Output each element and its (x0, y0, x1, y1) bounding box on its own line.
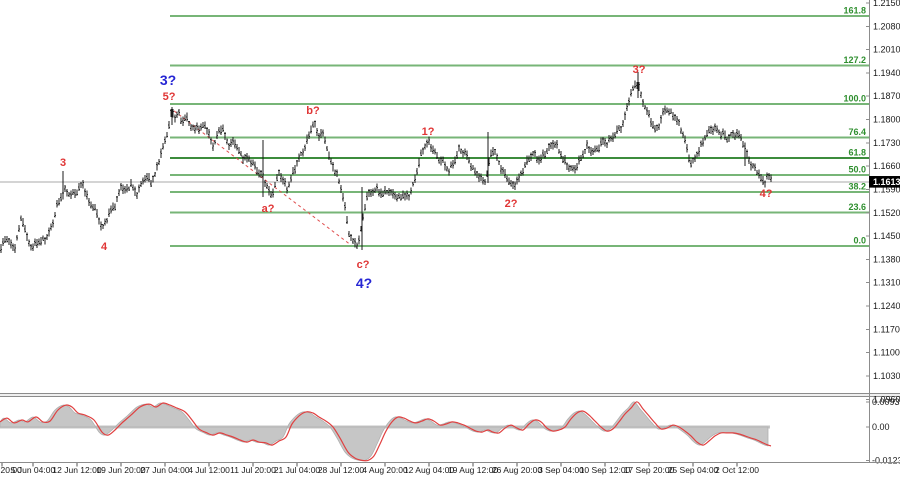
price-axis-label: 1.2010 (873, 45, 900, 55)
fib-level-label: 61.8 (848, 148, 866, 158)
time-axis-label: 5 Jun 04:00 (11, 465, 56, 475)
oscillator-pane (0, 401, 772, 462)
time-axis-label: 21 Jul 04:00 (274, 465, 321, 475)
time-axis-label: 28 Jul 12:00 (318, 465, 365, 475)
fib-level-label: 23.6 (848, 202, 866, 212)
price-axis-label: 1.1030 (873, 371, 900, 381)
fib-level-label: 76.4 (848, 127, 866, 137)
time-axis-label: 4 Jul 12:00 (188, 465, 230, 475)
time-axis-label: 20:00 (1, 465, 23, 475)
price-axis-label: 1.1520 (873, 208, 900, 218)
time-axis-label: 3 Sep 04:00 (538, 465, 584, 475)
wave-label[interactable]: 3 (60, 157, 66, 169)
oscillator-signal-line (0, 401, 772, 462)
price-axis-label: 1.1800 (873, 115, 900, 125)
time-axis-label: 4 Aug 20:00 (362, 465, 408, 475)
price-axis-label: 1.0960 (873, 394, 900, 404)
time-axis-label: 19 Jun 20:00 (96, 465, 145, 475)
current-price-value: 1.1613 (873, 177, 900, 187)
price-axis-label: 1.1310 (873, 278, 900, 288)
time-axis-label: 19 Aug 12:00 (448, 465, 498, 475)
wave-label[interactable]: 4? (760, 188, 773, 200)
trendline[interactable] (173, 110, 352, 246)
price-axis-label: 1.1940 (873, 68, 900, 78)
time-axis-label: 2 Oct 12:00 (715, 465, 759, 475)
wave-label[interactable]: 4? (356, 275, 372, 291)
price-axis-label: 1.1380 (873, 254, 900, 264)
wave-label[interactable]: 1? (422, 126, 435, 138)
wave-labels[interactable]: 3 4 5? a? b? c? 1? 2? 3? 4? 3? 4? (60, 64, 773, 291)
wave-label[interactable]: 5? (163, 91, 176, 103)
indicator-axis-label: 0.00935 (872, 397, 900, 407)
wave-label[interactable]: 3? (160, 72, 176, 88)
time-axis-label: 25 Sep 04:00 (668, 465, 719, 475)
price-bars (0, 71, 772, 253)
current-price-tag: 1.1613 (869, 176, 900, 188)
time-axis-label: 17 Sep 20:00 (624, 465, 675, 475)
wave-label[interactable]: b? (306, 105, 320, 117)
time-axis-label: 12 Aug 04:00 (404, 465, 454, 475)
price-axis-label: 1.1450 (873, 231, 900, 241)
wave-label[interactable]: c? (357, 259, 370, 271)
indicator-axis-label: -0.01236 (872, 455, 900, 465)
price-axis-label: 1.1660 (873, 161, 900, 171)
wave-label[interactable]: 2? (505, 198, 518, 210)
price-axis[interactable]: 1.2150 1.2080 1.2010 1.1940 1.1870 1.1800 1.17… (866, 0, 900, 465)
fib-level-label: 50.0 (848, 164, 866, 174)
indicator-axis-label: 0.00 (872, 422, 890, 432)
price-axis-label: 1.1870 (873, 91, 900, 101)
wave-label[interactable]: 3? (633, 64, 646, 76)
price-axis-label: 1.2080 (873, 21, 900, 31)
time-axis-label: 11 Jul 20:00 (230, 465, 276, 475)
price-axis-label: 1.1100 (873, 348, 900, 358)
price-axis-label: 1.1730 (873, 138, 900, 148)
wave-label[interactable]: a? (262, 203, 275, 215)
price-axis-label: 1.1240 (873, 301, 900, 311)
pane-separator[interactable] (0, 393, 900, 397)
time-axis-label: 12 Jun 12:00 (52, 465, 101, 475)
ohlc-ticks-path (0, 83, 772, 251)
time-axis-label: 26 Aug 20:00 (492, 465, 542, 475)
fib-level-label: 0.0 (853, 236, 866, 246)
time-axis-label: 10 Sep 12:00 (580, 465, 631, 475)
wave-label[interactable]: 4 (101, 241, 108, 253)
price-axis-label: 1.1590 (873, 184, 900, 194)
fib-level-label: 100.0 (843, 93, 866, 103)
time-axis-label: 27 Jun 04:00 (140, 465, 189, 475)
fib-level-label: 38.2 (848, 181, 866, 191)
fib-level-label: 127.2 (843, 55, 866, 65)
price-axis-label: 1.1170 (873, 324, 900, 334)
price-axis-label: 1.2150 (873, 0, 900, 8)
fib-level-label: 161.8 (843, 5, 866, 15)
